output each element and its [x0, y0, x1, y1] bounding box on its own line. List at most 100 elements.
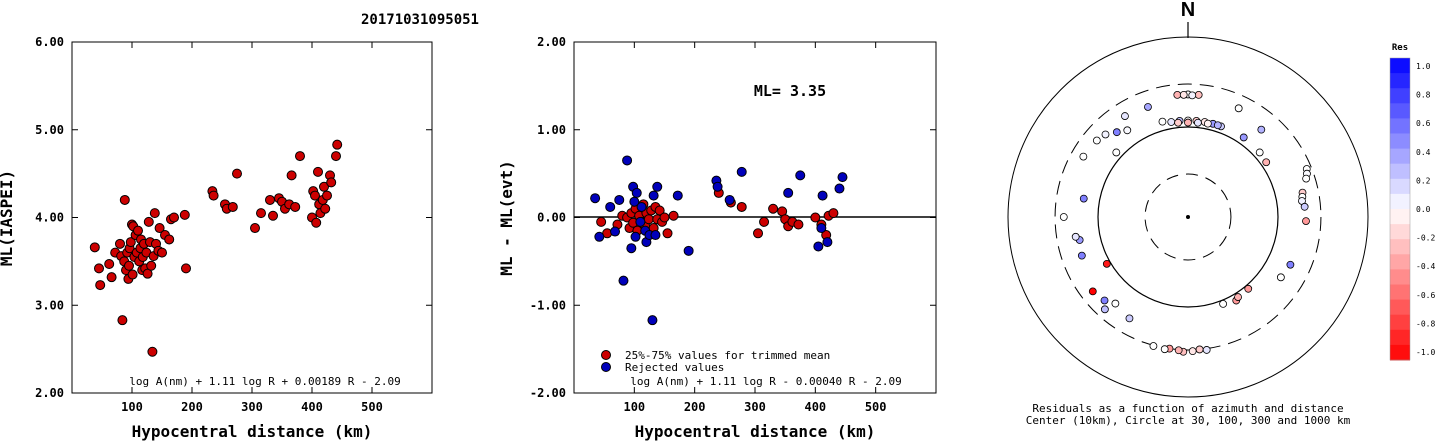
ml-point	[232, 168, 242, 179]
ml-point	[164, 234, 175, 245]
trimmed-point	[662, 228, 673, 239]
ml-point	[149, 208, 160, 219]
ml-point	[311, 217, 322, 228]
plot2-formula: log A(nm) + 1.11 log R - 0.00040 R - 2.0…	[630, 375, 902, 388]
colorbar-segment	[1390, 224, 1410, 240]
rejected-point	[795, 170, 806, 181]
legend-blue-marker	[601, 362, 611, 372]
colorbar-segment	[1390, 73, 1410, 89]
station-marker	[1144, 103, 1152, 111]
ml-point	[119, 194, 130, 205]
station-marker	[1302, 217, 1310, 226]
ml-point	[115, 238, 125, 249]
trimmed-point	[643, 214, 654, 225]
trimmed-point	[810, 212, 821, 223]
plot2-ylabel: ML - ML(evt)	[497, 160, 516, 276]
map-caption-line2: Center (10km), Circle at 30, 100, 300 an…	[1026, 414, 1351, 427]
station-marker	[1302, 174, 1311, 183]
rejected-point	[626, 243, 637, 254]
trimmed-point	[596, 216, 607, 227]
ml-point	[313, 166, 323, 177]
ml-point	[326, 177, 337, 188]
colorbar-tick-label: 0.8	[1416, 91, 1431, 100]
plot1-formula: log A(nm) + 1.11 log R + 0.00189 R - 2.0…	[129, 375, 401, 388]
ml-point	[147, 346, 158, 357]
station-marker	[1188, 347, 1197, 356]
station-marker	[1184, 118, 1192, 127]
rejected-point	[635, 216, 646, 227]
trimmed-point	[736, 201, 747, 212]
plot1-ylabel: ML(IASPEI)	[0, 170, 16, 266]
colorbar-segment	[1390, 209, 1410, 225]
ml-point	[143, 216, 154, 227]
plot2-xlabel: Hypocentral distance (km)	[635, 422, 876, 441]
rejected-point	[614, 194, 625, 205]
station-marker	[1194, 118, 1202, 127]
rejected-point	[837, 172, 848, 183]
rejected-point	[636, 201, 647, 212]
colorbar-tick-label: 0.6	[1416, 119, 1431, 128]
legend-red-marker	[601, 350, 611, 360]
station-marker	[1088, 287, 1097, 296]
station-marker	[1158, 117, 1167, 126]
ml-point	[106, 272, 117, 283]
station-marker	[1059, 213, 1068, 221]
plot2-xtick-label: 400	[804, 400, 826, 414]
rejected-point	[631, 187, 642, 198]
ring-30km	[1144, 173, 1232, 261]
ml-point	[256, 208, 266, 219]
rejected-point	[652, 181, 663, 192]
rejected-point	[647, 315, 658, 326]
page-title: 20171031095051	[361, 12, 479, 28]
station-marker	[1111, 299, 1120, 308]
colorbar-segment	[1390, 239, 1410, 255]
station-marker	[1079, 194, 1088, 203]
ml-point	[127, 269, 138, 280]
station-marker	[1179, 90, 1188, 99]
ml-point	[286, 170, 297, 181]
station-marker	[1244, 284, 1253, 293]
rejected-point	[618, 275, 629, 286]
colorbar-tick-label: -0.6	[1416, 291, 1435, 300]
colorbar-frame	[1389, 57, 1411, 361]
ml-point	[95, 280, 106, 291]
colorbar-segment	[1390, 178, 1410, 195]
rejected-point	[817, 190, 828, 201]
ml-point	[154, 223, 165, 234]
station-marker	[1255, 148, 1264, 157]
azimuth-map: N Residuals as a function of azimuth and…	[1007, 0, 1435, 427]
rejected-point	[648, 190, 659, 201]
trimmed-point	[654, 205, 665, 216]
station-marker	[1160, 345, 1169, 354]
station-marker	[1100, 296, 1109, 305]
colorbar-segment	[1390, 58, 1410, 74]
rejected-point	[590, 193, 601, 204]
plot1-xlabel: Hypocentral distance (km)	[132, 422, 373, 441]
station-marker	[1286, 260, 1295, 269]
ml-point	[332, 139, 343, 150]
ml-point	[268, 210, 278, 221]
colorbar-segment	[1390, 163, 1410, 180]
station-marker	[1300, 202, 1309, 211]
ml-point	[179, 209, 190, 220]
ml-point	[94, 263, 104, 274]
residual-vs-distance-plot: ML= 3.35 25%-75% values for trimmed mean…	[497, 35, 937, 441]
ml-label: ML= 3.35	[754, 82, 826, 100]
station-marker	[1102, 259, 1111, 268]
ml-point	[322, 190, 332, 201]
rejected-point	[813, 241, 824, 252]
rejected-point	[610, 226, 621, 237]
station-marker	[1149, 342, 1158, 350]
station-marker	[1195, 345, 1204, 354]
legend-rejected-label: Rejected values	[625, 361, 724, 374]
station-marker	[1077, 251, 1086, 260]
plot2-ytick-label: -1.00	[530, 298, 566, 312]
ml-point	[208, 190, 219, 201]
ml-point	[169, 212, 179, 223]
plot1-xtick-label: 300	[241, 400, 263, 414]
station-marker	[1262, 158, 1271, 167]
plot1-xtick-label: 100	[121, 400, 143, 414]
colorbar-segment	[1390, 299, 1410, 316]
ring-300km	[1054, 83, 1322, 351]
